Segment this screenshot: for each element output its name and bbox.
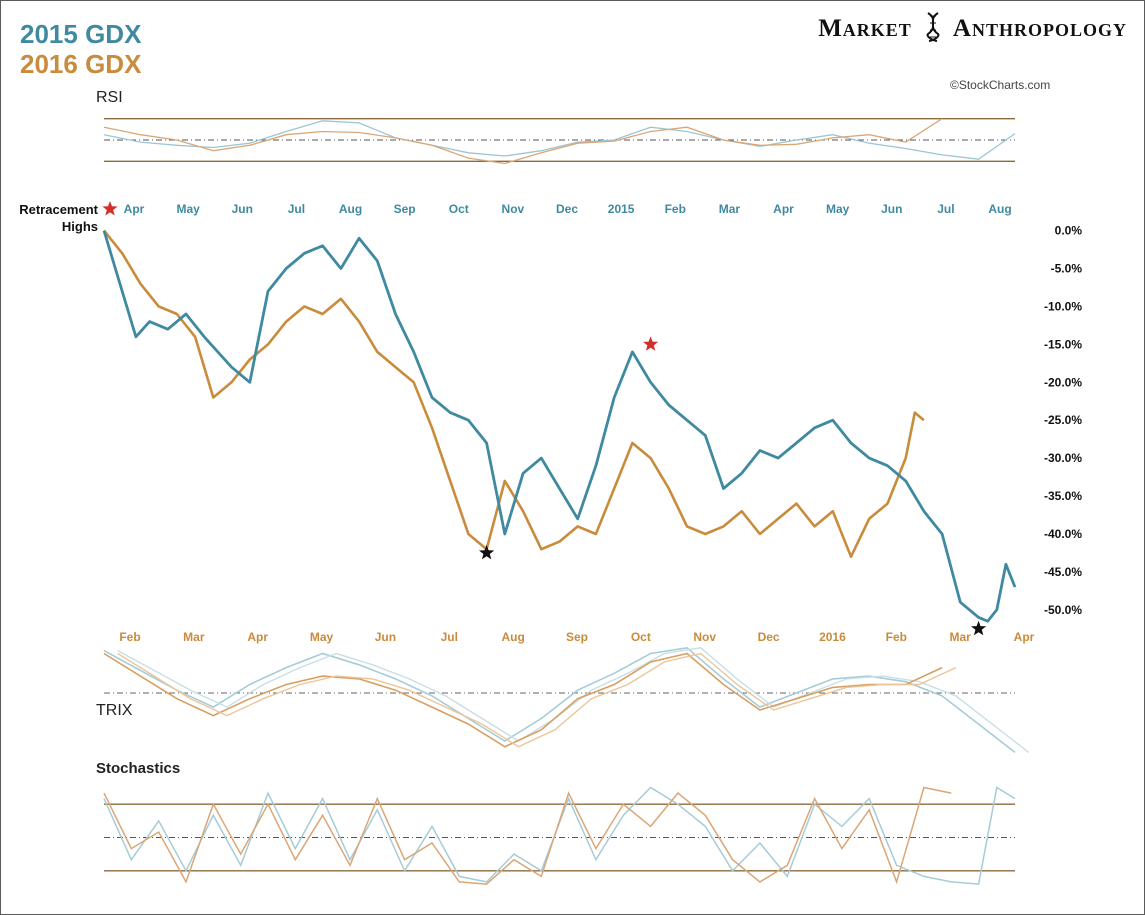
x-top-label: Feb	[665, 202, 686, 216]
x-bottom-label: Sep	[566, 630, 588, 644]
y-tick-label: -40.0%	[1044, 527, 1082, 541]
x-top-label: Nov	[502, 202, 525, 216]
x-bottom-label: May	[310, 630, 334, 644]
black-star-marker	[971, 620, 987, 636]
x-bottom-label: Jun	[375, 630, 396, 644]
x-top-label: 2015	[608, 202, 635, 216]
x-top-label: Aug	[988, 202, 1011, 216]
x-bottom-label: Apr	[1014, 630, 1035, 644]
brand-right: Anthropology	[952, 15, 1127, 43]
trix-signal-2016	[117, 652, 957, 748]
y-tick-label: -45.0%	[1044, 565, 1082, 579]
y-tick-label: -50.0%	[1044, 603, 1082, 617]
x-top-label: Sep	[394, 202, 416, 216]
x-bottom-label: Mar	[949, 630, 971, 644]
x-bottom-label: 2016	[819, 630, 846, 644]
y-tick-label: -25.0%	[1044, 413, 1082, 427]
x-top-label: Oct	[449, 202, 469, 216]
red-star-marker	[102, 201, 118, 216]
retracement-line-1: Retracement	[19, 202, 98, 217]
x-top-label: Dec	[556, 202, 578, 216]
x-bottom-label: Aug	[501, 630, 524, 644]
black-star-marker	[479, 544, 495, 560]
series-line-2015	[102, 230, 1017, 623]
x-bottom-label: Apr	[247, 630, 268, 644]
x-top-label: Apr	[124, 202, 145, 216]
dna-helix-icon	[925, 12, 941, 49]
x-bottom-label: Nov	[693, 630, 716, 644]
y-tick-label: -35.0%	[1044, 489, 1082, 503]
y-tick-label: -15.0%	[1044, 337, 1082, 351]
retracement-line-2: Highs	[61, 219, 98, 234]
x-top-label: Jun	[232, 202, 253, 216]
legend-2015: 2015 GDX	[20, 19, 142, 49]
y-tick-label: -30.0%	[1044, 451, 1082, 465]
x-bottom-label: Feb	[886, 630, 907, 644]
rsi-line-2015	[103, 120, 1016, 160]
legend-2016: 2016 GDX	[20, 49, 142, 79]
x-top-label: Mar	[719, 202, 741, 216]
y-tick-label: -10.0%	[1044, 299, 1082, 313]
trix-line-2016	[103, 652, 943, 748]
x-bottom-label: Oct	[631, 630, 651, 644]
red-star-marker	[643, 336, 659, 351]
y-tick-label: 0.0%	[1055, 224, 1083, 238]
x-top-label: Aug	[339, 202, 362, 216]
stochastics-panel-label: Stochastics	[96, 760, 181, 777]
x-bottom-label: Jul	[441, 630, 458, 644]
trix-line-2015	[103, 646, 1016, 754]
y-tick-label: -5.0%	[1051, 262, 1083, 276]
series-line-2016	[102, 229, 925, 558]
x-top-label: May	[826, 202, 850, 216]
x-bottom-label: Mar	[183, 630, 205, 644]
x-top-label: Jun	[881, 202, 902, 216]
rsi-line-2016	[103, 118, 943, 165]
x-top-label: Apr	[773, 202, 794, 216]
x-top-label: Jul	[288, 202, 305, 216]
retracement-highs-annotation: Retracement Highs	[4, 201, 98, 235]
trix-panel-label: TRIX	[96, 702, 133, 719]
stockcharts-credit: ©StockCharts.com	[950, 78, 1051, 92]
stoch-line-2015	[103, 786, 1016, 885]
brand-left: Market	[818, 15, 912, 43]
stoch-line-2016	[103, 786, 952, 885]
brand-logo: Market Anthropology	[818, 12, 1127, 49]
rsi-panel-label: RSI	[96, 89, 123, 106]
y-tick-label: -20.0%	[1044, 375, 1082, 389]
x-bottom-label: Feb	[119, 630, 140, 644]
x-top-label: May	[176, 202, 200, 216]
trix-signal-2015	[117, 647, 1030, 753]
x-top-label: Jul	[937, 202, 954, 216]
x-bottom-label: Dec	[758, 630, 780, 644]
